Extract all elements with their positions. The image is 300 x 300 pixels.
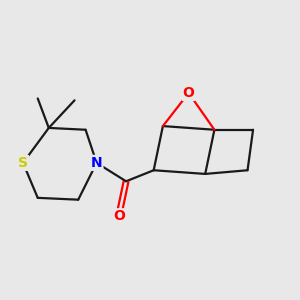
- Text: S: S: [18, 156, 28, 170]
- Text: O: O: [113, 209, 125, 223]
- Text: N: N: [91, 156, 102, 170]
- Text: O: O: [183, 86, 195, 100]
